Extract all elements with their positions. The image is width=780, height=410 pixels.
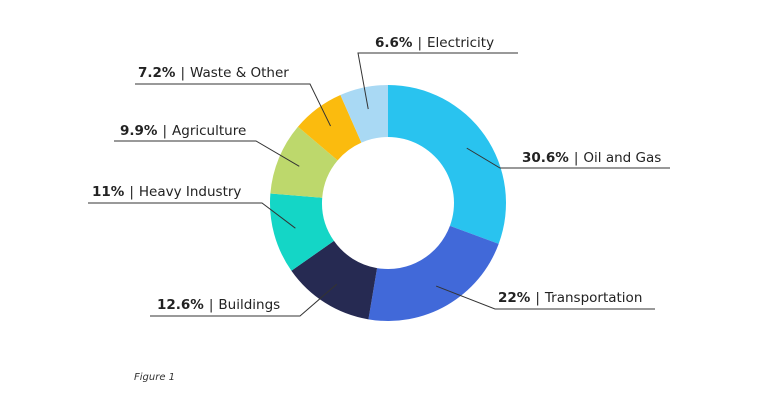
- category-label: Oil and Gas: [583, 150, 661, 166]
- donut-slice: [270, 126, 338, 198]
- separator: |: [180, 65, 185, 81]
- slice-label: 9.9% | Agriculture: [120, 123, 246, 139]
- donut-slice: [291, 240, 378, 320]
- separator: |: [162, 123, 167, 139]
- value-label: 9.9%: [120, 123, 158, 139]
- separator: |: [417, 35, 422, 51]
- category-label: Transportation: [544, 290, 642, 306]
- value-label: 12.6%: [157, 297, 204, 313]
- separator: |: [574, 150, 579, 166]
- category-label: Buildings: [218, 297, 280, 313]
- slice-label: 12.6% | Buildings: [157, 297, 280, 313]
- donut-slice: [368, 225, 499, 321]
- leader-line: [135, 83, 332, 127]
- caption: Figure 1: [134, 372, 175, 383]
- value-label: 11%: [92, 184, 125, 200]
- leader-line: [88, 202, 296, 229]
- value-label: 30.6%: [522, 150, 569, 166]
- slice-label: 11% | Heavy Industry: [92, 184, 241, 200]
- donut-slice: [340, 85, 388, 143]
- leader-line: [466, 147, 670, 169]
- separator: |: [209, 297, 214, 313]
- slice-label: 6.6% | Electricity: [375, 35, 494, 51]
- value-label: 7.2%: [138, 65, 176, 81]
- category-label: Electricity: [427, 35, 494, 51]
- slice-label: 22% | Transportation: [498, 290, 642, 306]
- separator: |: [129, 184, 134, 200]
- leader-line: [357, 52, 518, 110]
- value-label: 22%: [498, 290, 531, 306]
- category-label: Agriculture: [172, 123, 246, 139]
- slice-label: 7.2% | Waste & Other: [138, 65, 289, 81]
- category-label: Waste & Other: [190, 65, 289, 81]
- donut-slice: [270, 193, 334, 271]
- leader-line: [114, 140, 300, 167]
- separator: |: [535, 290, 540, 306]
- donut-slice: [388, 85, 506, 244]
- leader-line: [435, 285, 655, 310]
- value-label: 6.6%: [375, 35, 413, 51]
- slice-label: 30.6% | Oil and Gas: [522, 150, 661, 166]
- leader-line: [150, 283, 338, 317]
- category-label: Heavy Industry: [139, 184, 242, 200]
- donut-slice: [297, 95, 362, 161]
